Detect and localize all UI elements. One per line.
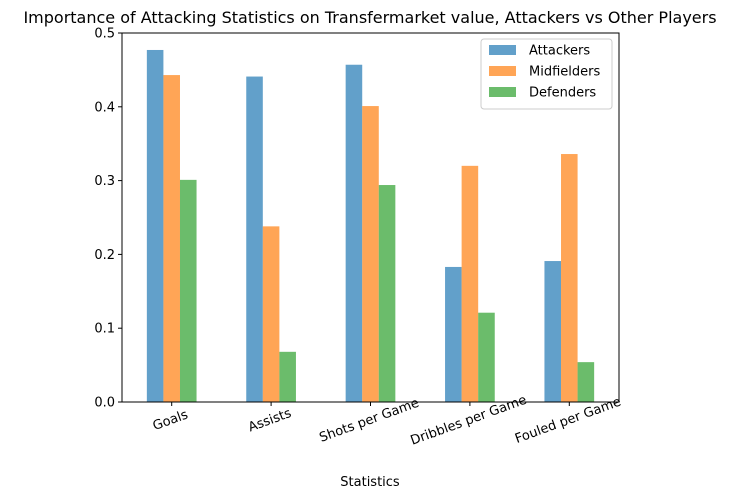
legend-swatch-attackers (489, 45, 516, 55)
bars-group (146, 49, 595, 403)
bar-attackers-4 (544, 261, 562, 402)
legend-swatch-midfielders (489, 66, 516, 76)
bar-midfielders-0 (163, 75, 180, 402)
legend-label-defenders: Defenders (529, 86, 596, 101)
bar-attackers-2 (345, 64, 363, 402)
bar-defenders-3 (478, 312, 495, 402)
chart-title: Importance of Attacking Statistics on Tr… (23, 8, 716, 27)
y-axis: 0.0 0.1 0.2 0.3 0.4 0.5 (94, 27, 122, 411)
legend-swatch-defenders (489, 87, 516, 97)
y-tick-label: 0.2 (94, 248, 115, 263)
plot-frame (121, 32, 620, 403)
bar-attackers-3 (445, 266, 462, 402)
legend-label-attackers: Attackers (529, 44, 590, 59)
y-tick-label: 0.1 (94, 322, 115, 337)
bar-defenders-2 (378, 185, 396, 402)
legend-label-midfielders: Midfielders (529, 65, 600, 80)
y-tick-label: 0.3 (94, 174, 115, 189)
bar-midfielders-4 (561, 154, 578, 402)
x-tick-label: Assists (246, 406, 293, 435)
bar-defenders-4 (577, 362, 595, 402)
bar-midfielders-1 (262, 226, 280, 402)
x-axis-label: Statistics (340, 475, 400, 490)
bar-midfielders-3 (461, 165, 479, 402)
bar-defenders-1 (279, 351, 296, 402)
bar-attackers-0 (146, 49, 164, 402)
y-tick-label: 0.4 (94, 100, 115, 115)
y-tick-label: 0.5 (94, 27, 115, 42)
bar-midfielders-2 (362, 106, 379, 402)
bar-defenders-0 (179, 179, 197, 402)
x-tick-label: Goals (151, 407, 191, 434)
y-tick-label: 0.0 (94, 396, 115, 411)
legend: Attackers Midfielders Defenders (480, 38, 613, 110)
bar-attackers-1 (246, 76, 263, 403)
x-tick-label: Shots per Game (317, 396, 421, 446)
